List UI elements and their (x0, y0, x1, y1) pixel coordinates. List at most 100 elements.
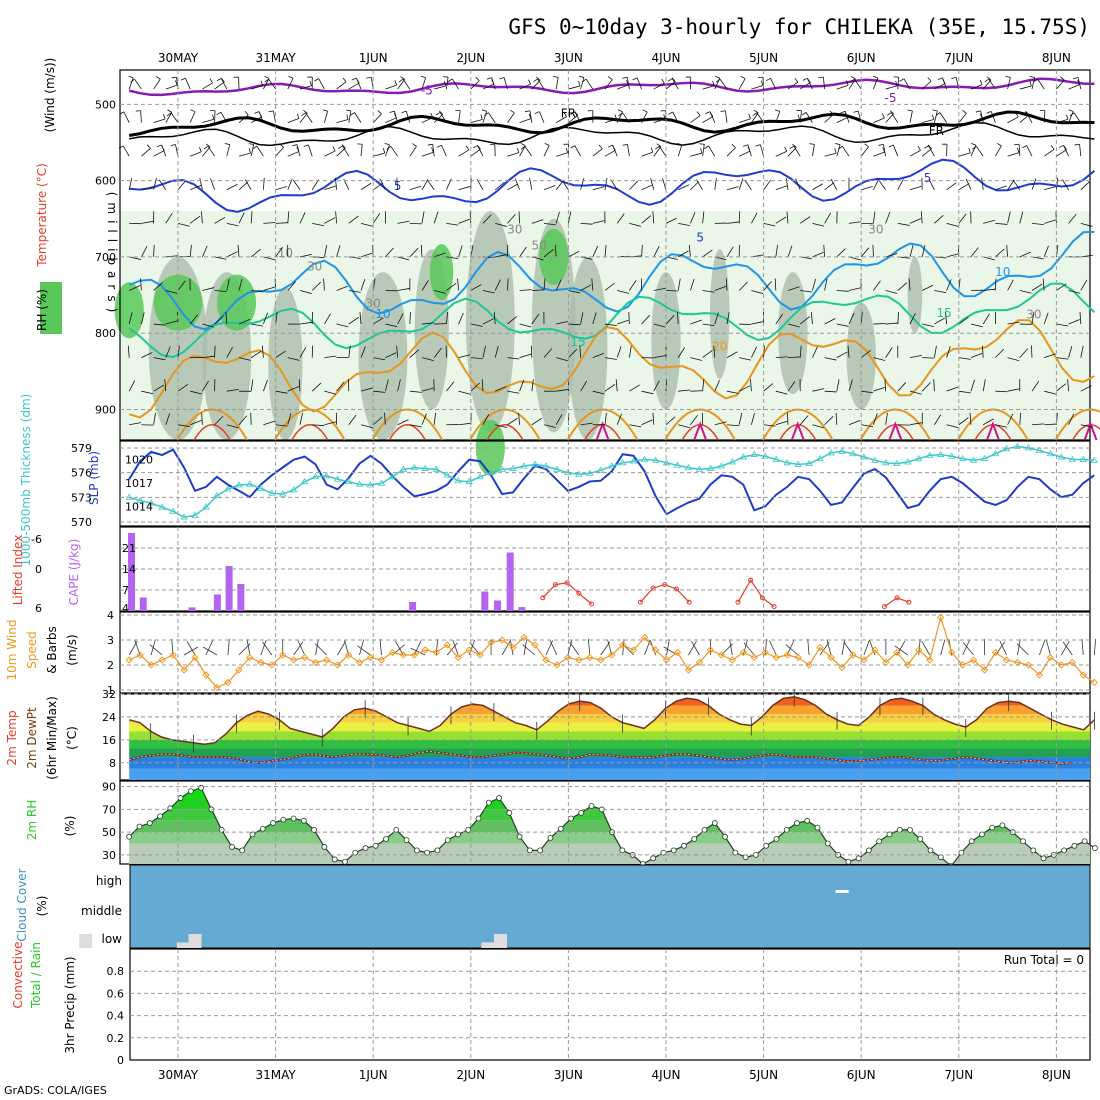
wind-barb (604, 177, 608, 190)
wind-barb (385, 379, 389, 392)
wind-barb (678, 424, 690, 429)
wind-barb-flag (427, 143, 433, 146)
wind10-marker (180, 666, 188, 674)
wind-barb-flag (667, 78, 673, 82)
rh-marker (896, 826, 903, 833)
thickness-marker (553, 465, 561, 472)
wind10-marker (662, 656, 671, 664)
wind-barb (129, 422, 142, 426)
wind-barb-flag (712, 80, 715, 86)
wind-barb (604, 118, 617, 124)
wind-barb-flag (394, 80, 398, 86)
wind-barb (799, 415, 809, 426)
li-tick-label: 0 (35, 563, 42, 576)
wind10-marker (432, 648, 440, 657)
slp-tick-label: 1014 (125, 500, 153, 513)
wind-barb (665, 315, 675, 325)
cape-tick-label: 4 (122, 602, 129, 615)
temp2m-vgrid (177, 694, 1057, 780)
wind10-speed-line (128, 615, 1095, 689)
wind10-barb (666, 639, 670, 656)
contour-label: 10 (995, 265, 1010, 279)
wind-barb (1007, 211, 1011, 224)
wind10-barb (921, 640, 931, 656)
thickness-marker (1035, 446, 1044, 453)
thickness-marker (432, 465, 440, 472)
contour-label: 50 (531, 238, 546, 252)
wind-barb (665, 217, 677, 224)
wind-barb (214, 256, 227, 260)
wind-barb (1007, 388, 1020, 392)
precip-frame (129, 948, 1091, 1061)
wind-barb (153, 244, 155, 257)
wind-barb-flag (927, 77, 932, 82)
wind-barb (893, 144, 899, 157)
wind-barb (690, 115, 701, 123)
wind-barb (531, 219, 544, 224)
bottom-date-label: 3JUN (554, 1068, 583, 1082)
li-marker (771, 604, 777, 610)
warm-cell-orange (859, 408, 932, 441)
wind-barb (324, 217, 336, 224)
wind-barb-flag (748, 113, 751, 119)
wind-barb-flag (389, 110, 395, 113)
thickness-marker (794, 460, 802, 467)
cape-bar (213, 594, 221, 611)
wind-barb-flag (155, 76, 161, 80)
wind10-barb (359, 639, 365, 656)
wind-barb (153, 178, 157, 190)
wind-barb (756, 112, 764, 123)
wind-barb-flag (696, 111, 701, 116)
wind-barb (226, 183, 238, 191)
wind-barb (976, 146, 984, 157)
contour-label: 30 (1026, 308, 1041, 322)
wind-barb (507, 390, 520, 394)
wind-barb (702, 211, 705, 224)
wind10-marker (1046, 653, 1055, 662)
rh-shade-green (114, 282, 144, 339)
wind-barb-flag (167, 109, 172, 113)
pressure-tick-label: 800 (95, 327, 116, 340)
wind-barb (238, 212, 245, 224)
wind-barb (617, 290, 629, 294)
wind-barb (555, 180, 564, 191)
wind10-barb (501, 640, 511, 656)
wind-barb-flag (401, 110, 407, 114)
wind-barb-flag (314, 78, 319, 82)
wind-barb (336, 323, 349, 328)
wind-barb (873, 357, 886, 361)
wind10-marker (553, 661, 561, 669)
wind-barb (604, 282, 615, 291)
wind-barb-flag (579, 75, 585, 78)
wind-barb (1019, 412, 1022, 425)
wind-barb (165, 346, 171, 358)
wind-barb (958, 390, 971, 394)
rh-marker (475, 815, 482, 822)
wind-barb-flag (146, 144, 151, 149)
wind10-tick-label: 4 (107, 609, 114, 622)
rh-shade-dark (709, 249, 730, 379)
li-marker (637, 599, 643, 605)
wind-barb-flag (244, 111, 249, 116)
rh-marker (229, 844, 235, 850)
wind-barb (470, 119, 483, 124)
thickness-line (128, 445, 1095, 518)
wind-barb (909, 218, 922, 224)
cloud-axis-unit: (%) (35, 896, 49, 917)
wind-barb (287, 357, 300, 361)
wind-barb (446, 77, 449, 90)
rh-band (129, 798, 1090, 810)
wind-barb (129, 285, 141, 291)
wind-barb (348, 290, 361, 293)
wind10-marker (399, 651, 407, 659)
wind-barb (885, 412, 888, 425)
wind-barb (981, 177, 984, 190)
thickness-marker (662, 459, 671, 466)
wind-barb (287, 386, 300, 392)
rh-shade-dark (358, 272, 408, 441)
wind-barb (1031, 312, 1035, 325)
wind10-barb (569, 641, 580, 656)
wind-barb (739, 323, 752, 326)
wind-barb (836, 117, 848, 123)
wind-barb-flag (996, 143, 1002, 147)
